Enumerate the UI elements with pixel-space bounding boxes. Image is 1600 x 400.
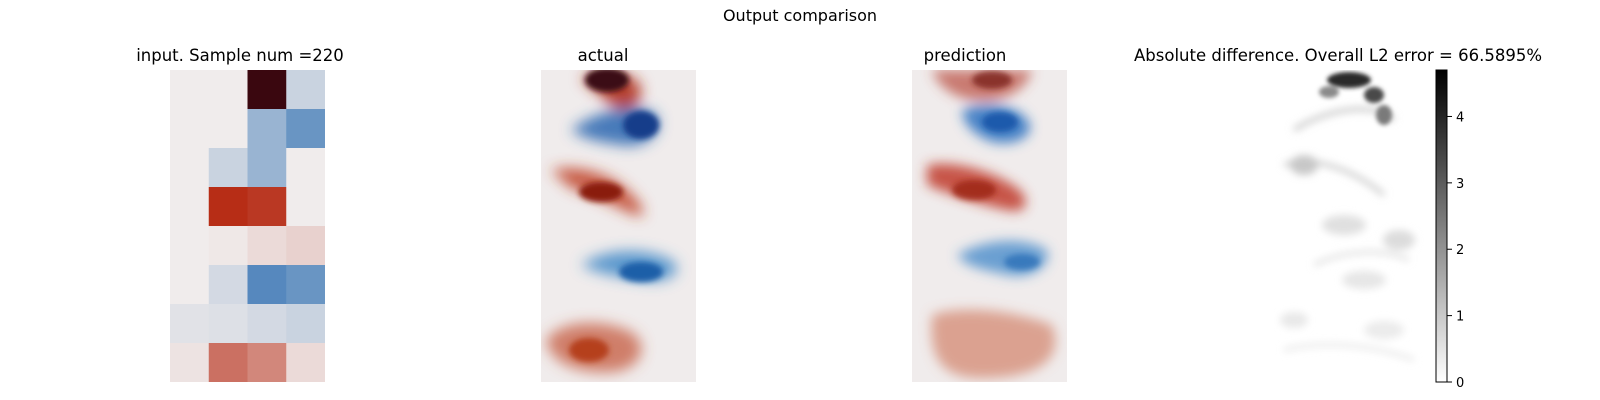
input-cell (247, 109, 287, 149)
input-cell (208, 187, 248, 227)
input-cell (208, 304, 248, 344)
input-cell (170, 265, 210, 305)
input-cell (170, 343, 210, 382)
prediction-panel-title: prediction (923, 46, 1007, 65)
input-cell (247, 226, 287, 266)
figure-title: Output comparison (722, 6, 878, 25)
input-cell (208, 148, 248, 188)
input-cell (208, 226, 248, 266)
input-cell (208, 70, 248, 110)
colorbar-tick-label: 0 (1456, 376, 1464, 391)
difference-panel-title: Absolute difference. Overall L2 error = … (1134, 46, 1542, 65)
input-cell (170, 226, 210, 266)
colorbar-tick-label: 4 (1456, 110, 1464, 125)
actual-heatmap (541, 70, 696, 382)
input-cell (286, 304, 325, 344)
input-cell (247, 148, 287, 188)
input-cell (286, 343, 325, 382)
input-cell (170, 109, 210, 149)
input-cell (286, 70, 325, 110)
input-cell (286, 187, 325, 227)
input-cell (286, 109, 325, 149)
prediction-vortex-field (927, 70, 1056, 379)
input-cell (208, 265, 248, 305)
input-heatmap (170, 70, 325, 382)
input-cell (286, 265, 325, 305)
input-cell (208, 343, 248, 382)
difference-colorbar: 0 1 2 3 4 (1435, 69, 1464, 391)
actual-panel-title: actual (577, 46, 629, 65)
input-cell (247, 187, 287, 227)
input-cell (170, 304, 210, 344)
input-cell (286, 148, 325, 188)
input-cell (247, 70, 287, 110)
input-cell (170, 148, 210, 188)
colorbar-tick-label: 1 (1456, 310, 1464, 325)
input-cell (286, 226, 325, 266)
input-cell (247, 343, 287, 382)
input-cell (247, 304, 287, 344)
colorbar-tick-label: 3 (1456, 177, 1464, 192)
difference-heatmap (1274, 70, 1429, 382)
input-panel-title: input. Sample num =220 (136, 46, 344, 65)
prediction-heatmap (912, 70, 1067, 382)
colorbar-gradient (1435, 69, 1448, 383)
colorbar-tick-label: 2 (1456, 243, 1464, 258)
input-cell (247, 265, 287, 305)
input-cell (170, 187, 210, 227)
input-cell (170, 70, 210, 110)
input-cell (208, 109, 248, 149)
